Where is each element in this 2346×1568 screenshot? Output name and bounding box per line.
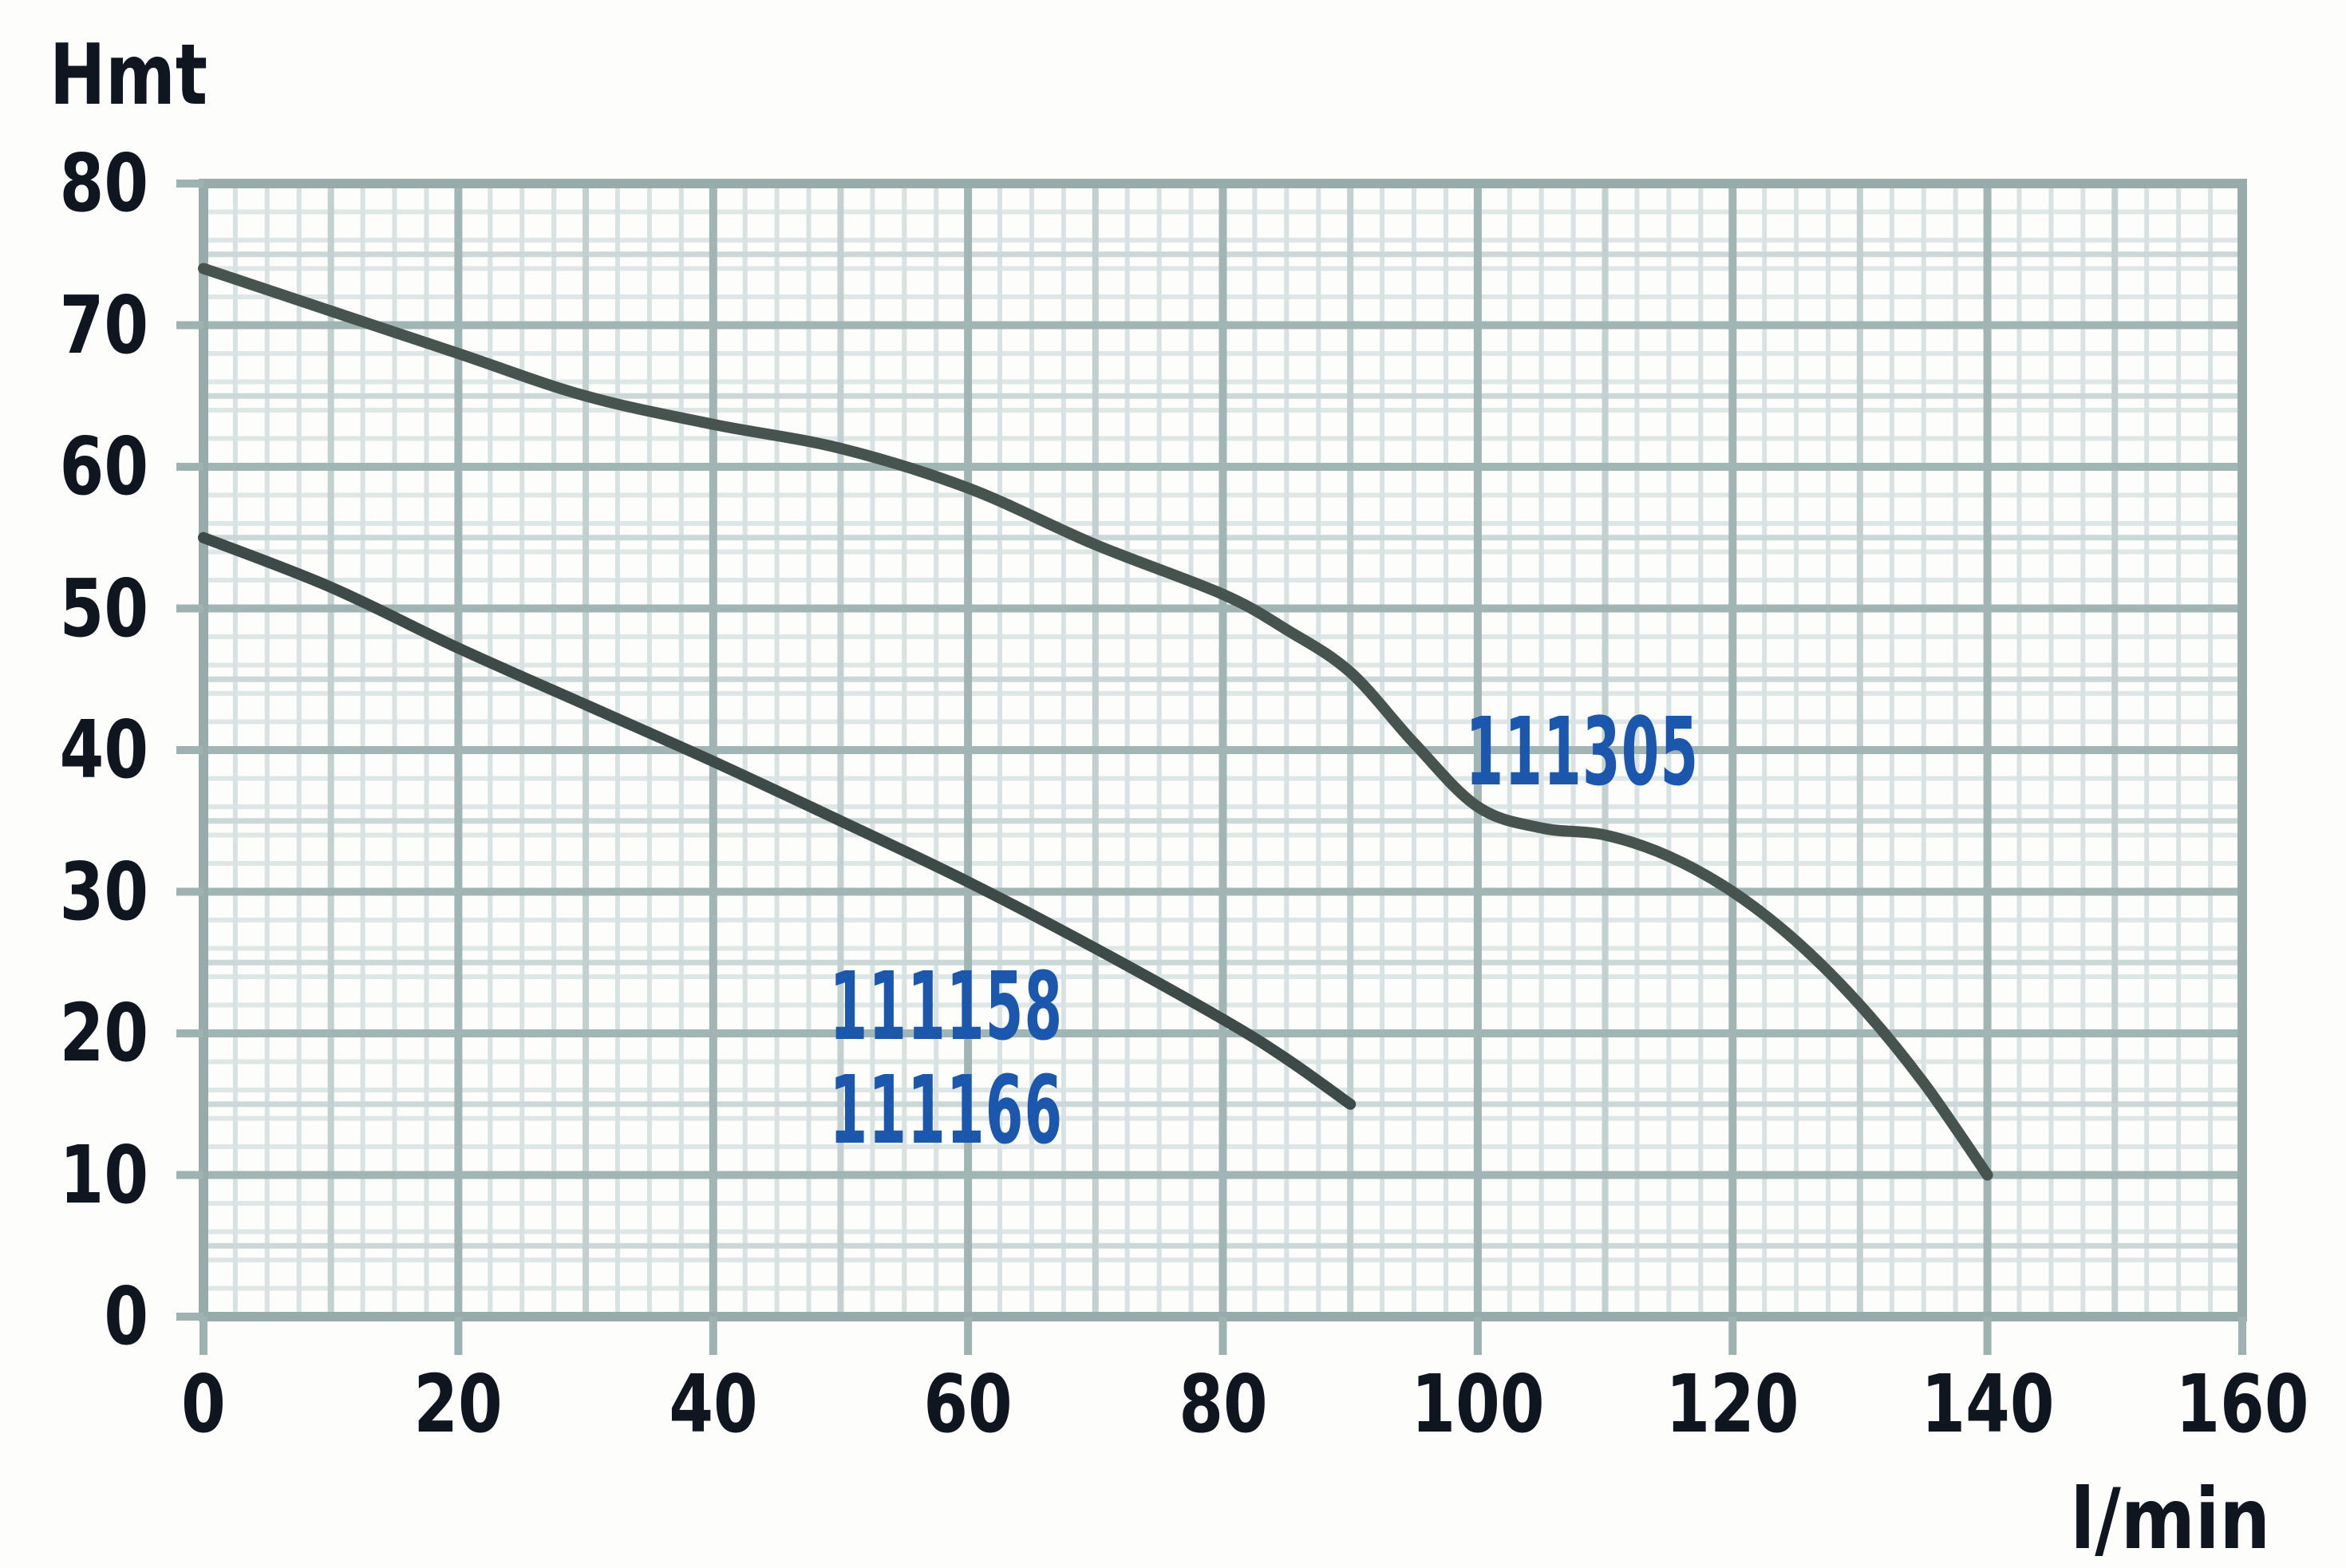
y-tick-label: 80 bbox=[59, 136, 148, 230]
y-tick-label: 50 bbox=[59, 562, 148, 655]
curve-code-label: 111305 bbox=[1465, 697, 1700, 807]
y-tick-label: 70 bbox=[59, 278, 148, 372]
y-tick-label: 60 bbox=[59, 420, 148, 513]
curve-code-label: 111158 bbox=[829, 951, 1064, 1061]
curve-111305 bbox=[198, 263, 1993, 1181]
y-axis-title: Hmt bbox=[49, 26, 207, 124]
x-tick-label: 0 bbox=[181, 1357, 226, 1451]
y-tick-label: 20 bbox=[59, 986, 148, 1080]
curve-code-label: 111166 bbox=[829, 1055, 1064, 1165]
x-tick-label: 60 bbox=[923, 1357, 1013, 1451]
x-tick-label: 20 bbox=[413, 1357, 503, 1451]
y-tick-label: 40 bbox=[59, 703, 148, 796]
x-tick-label: 140 bbox=[1921, 1357, 2055, 1451]
x-tick-label: 120 bbox=[1665, 1357, 1799, 1451]
axis-tick-marks bbox=[176, 180, 2246, 1355]
y-tick-label: 10 bbox=[59, 1128, 148, 1222]
x-tick-label: 100 bbox=[1411, 1357, 1545, 1451]
x-tick-label: 160 bbox=[2175, 1357, 2309, 1451]
curve-111158-111166 bbox=[198, 531, 1357, 1110]
x-tick-label: 80 bbox=[1179, 1357, 1268, 1451]
y-tick-label: 30 bbox=[59, 845, 148, 938]
x-tick-label: 40 bbox=[669, 1357, 758, 1451]
y-tick-label: 0 bbox=[104, 1270, 148, 1363]
x-axis-title: l/min bbox=[2070, 1471, 2270, 1568]
